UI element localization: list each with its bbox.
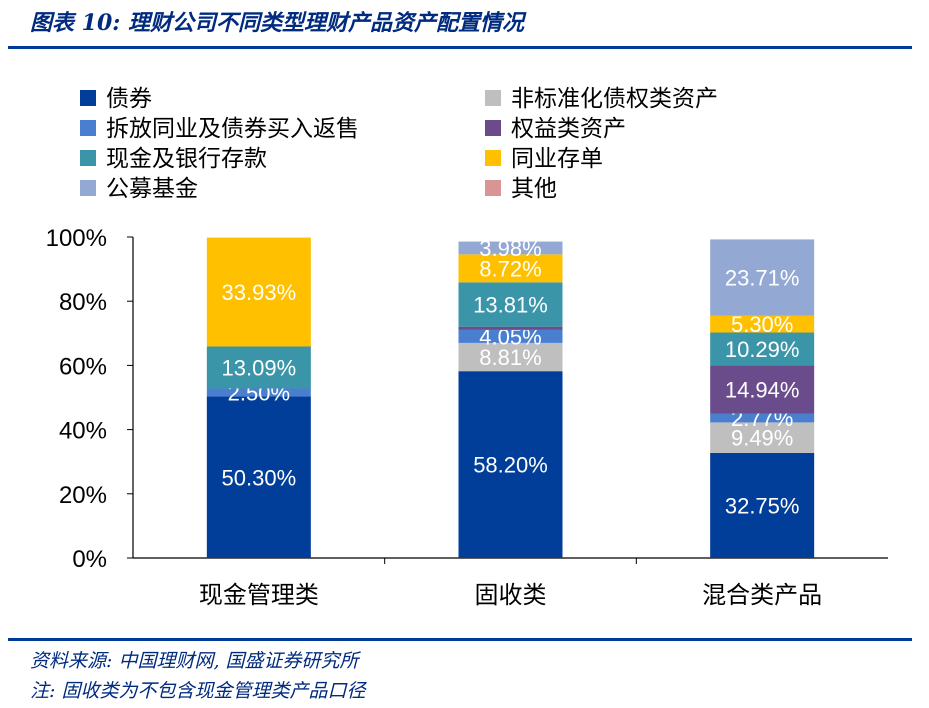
data-label: 33.93% (222, 280, 297, 305)
bar-segment (458, 326, 563, 330)
legend-swatch (80, 90, 96, 106)
y-tick-label: 40% (59, 418, 107, 445)
bar-segment (458, 371, 563, 558)
data-label: 13.81% (473, 293, 548, 318)
top-divider (8, 46, 912, 49)
y-tick-label: 20% (59, 482, 107, 509)
legend-label: 债券 (106, 86, 152, 112)
data-label: 8.72% (479, 256, 541, 281)
footnote: 注: 固收类为不包含现金管理类产品口径 (30, 680, 366, 702)
legend-swatch (485, 180, 501, 196)
data-label: 58.20% (473, 453, 548, 478)
legend-swatch (80, 180, 96, 196)
x-category-label: 固收类 (475, 581, 547, 609)
legend-label: 同业存单 (511, 146, 603, 172)
bar-segment (458, 329, 563, 343)
data-label: 8.81% (479, 345, 541, 370)
data-label: 5.30% (731, 312, 793, 337)
bar-segment (206, 396, 311, 558)
bar-segment (710, 413, 815, 423)
legend-swatch (485, 150, 501, 166)
bar-segment (206, 237, 311, 347)
bar-segment (206, 388, 311, 397)
legend-label: 公募基金 (106, 176, 198, 202)
y-tick-label: 80% (59, 289, 107, 316)
legend-label: 权益类资产 (511, 116, 626, 142)
data-label: 50.30% (222, 465, 297, 490)
bar-segment (206, 346, 311, 389)
legend-label: 其他 (511, 176, 557, 202)
x-category-label: 现金管理类 (199, 581, 319, 609)
bar-segment (710, 422, 815, 453)
legend-swatch (485, 90, 501, 106)
bar-segment (710, 332, 815, 366)
x-category-label: 混合类产品 (702, 581, 822, 609)
bar-segment (458, 282, 563, 327)
bar-segment (710, 365, 815, 414)
bottom-divider (8, 638, 912, 641)
data-label: 23.71% (725, 265, 800, 290)
bar-segment (458, 342, 563, 372)
y-tick-label: 100% (46, 225, 107, 252)
data-label: 10.29% (725, 337, 800, 362)
bar-segment (710, 239, 815, 316)
legend-label: 非标准化债权类资产 (511, 86, 718, 112)
source-note: 资料来源: 中国理财网, 国盛证券研究所 (30, 650, 359, 672)
legend-swatch (80, 120, 96, 136)
data-label: 13.09% (222, 356, 297, 381)
figure-title: 图表 10: 理财公司不同类型理财产品资产配置情况 (30, 10, 525, 36)
bar-segment (458, 254, 563, 283)
legend-label: 现金及银行存款 (106, 146, 267, 172)
legend-swatch (80, 150, 96, 166)
y-tick-label: 0% (72, 546, 107, 573)
data-label: 9.49% (731, 426, 793, 451)
data-label: 14.94% (725, 378, 800, 403)
y-tick-label: 60% (59, 353, 107, 380)
bar-segment (458, 241, 563, 255)
data-label: 32.75% (725, 493, 800, 518)
data-label: 3.98% (479, 236, 541, 261)
bar-segment (710, 452, 815, 558)
bar-segment (710, 315, 815, 333)
legend-label: 拆放同业及债券买入返售 (106, 116, 359, 142)
legend-swatch (485, 120, 501, 136)
